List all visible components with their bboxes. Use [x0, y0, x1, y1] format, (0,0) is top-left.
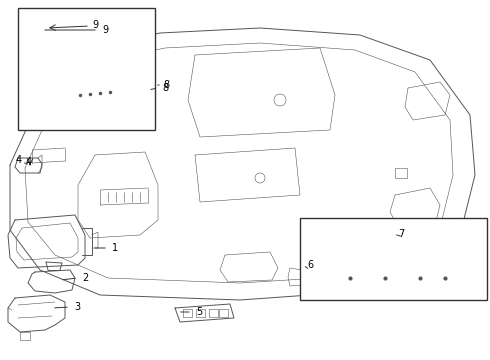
- Text: 4: 4: [26, 157, 32, 167]
- Text: 7: 7: [398, 229, 404, 239]
- Text: 2: 2: [82, 273, 88, 283]
- Text: 5: 5: [196, 307, 202, 317]
- Text: 8: 8: [163, 80, 169, 90]
- Text: 9: 9: [102, 25, 108, 35]
- Text: 6: 6: [307, 260, 313, 270]
- Text: 8: 8: [162, 83, 168, 93]
- Text: 9: 9: [92, 20, 98, 30]
- Text: 4: 4: [16, 155, 22, 165]
- Text: 3: 3: [74, 302, 80, 312]
- Text: 1: 1: [112, 243, 118, 253]
- Bar: [395, 168, 407, 178]
- Bar: [300, 218, 487, 300]
- Bar: [18, 8, 155, 130]
